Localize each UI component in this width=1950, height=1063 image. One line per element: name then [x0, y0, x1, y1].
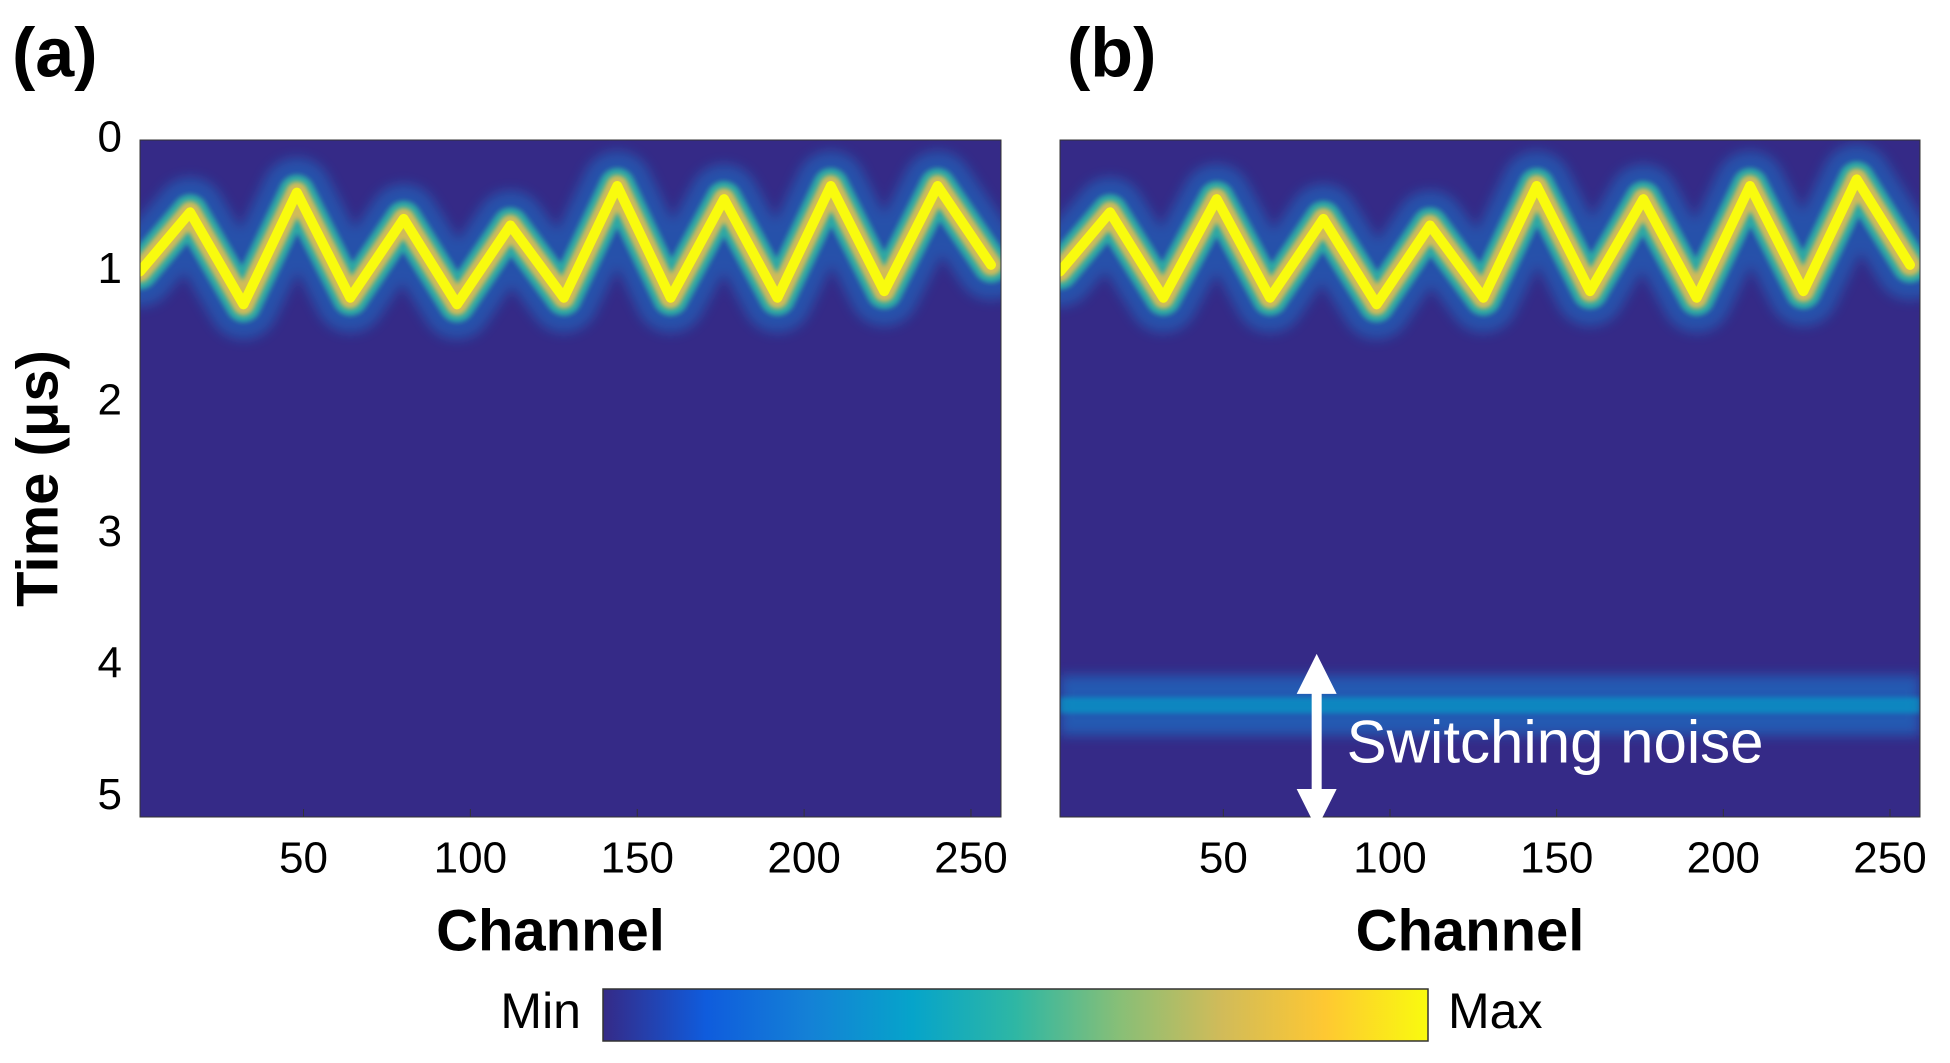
panel-label: (a)	[12, 13, 98, 91]
x-tick-label: 100	[1353, 834, 1426, 883]
colorbar-min-label: Min	[500, 983, 581, 1039]
y-tick-label: 3	[98, 507, 122, 556]
panel-label: (b)	[1067, 13, 1156, 91]
x-tick-label: 50	[1199, 834, 1248, 883]
wavefront	[140, 181, 996, 310]
y-tick-label: 0	[98, 113, 122, 162]
x-tick-label: 150	[1520, 834, 1593, 883]
y-tick-label: 2	[98, 376, 122, 425]
annotation-text: Switching noise	[1347, 708, 1764, 775]
x-tick-label: 250	[934, 834, 1007, 883]
x-tick-label: 250	[1853, 834, 1926, 883]
plot-frame	[139, 139, 1002, 818]
y-tick-label: 5	[98, 770, 122, 819]
y-tick-label: 1	[98, 244, 122, 293]
x-axis-title: Channel	[436, 898, 665, 963]
y-tick-label: 4	[98, 638, 122, 687]
colorbar	[602, 988, 1429, 1042]
plot-area	[140, 151, 1001, 340]
x-tick-label: 200	[1687, 834, 1760, 883]
noise-band-core	[1060, 697, 1920, 714]
plot-area	[1060, 144, 1920, 736]
colorbar-max-label: Max	[1448, 983, 1542, 1039]
y-axis-title: Time (μs)	[5, 350, 70, 607]
x-tick-label: 200	[767, 834, 840, 883]
x-axis-title: Channel	[1356, 898, 1585, 963]
x-tick-label: 150	[601, 834, 674, 883]
x-tick-label: 50	[279, 834, 328, 883]
plot-frame	[1059, 139, 1921, 818]
x-tick-label: 100	[434, 834, 507, 883]
wavefront	[1060, 174, 1915, 310]
